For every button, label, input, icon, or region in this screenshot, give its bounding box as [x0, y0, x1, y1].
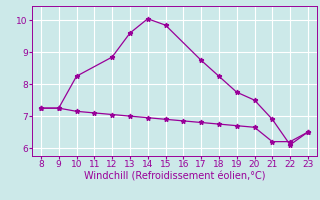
X-axis label: Windchill (Refroidissement éolien,°C): Windchill (Refroidissement éolien,°C): [84, 172, 265, 182]
